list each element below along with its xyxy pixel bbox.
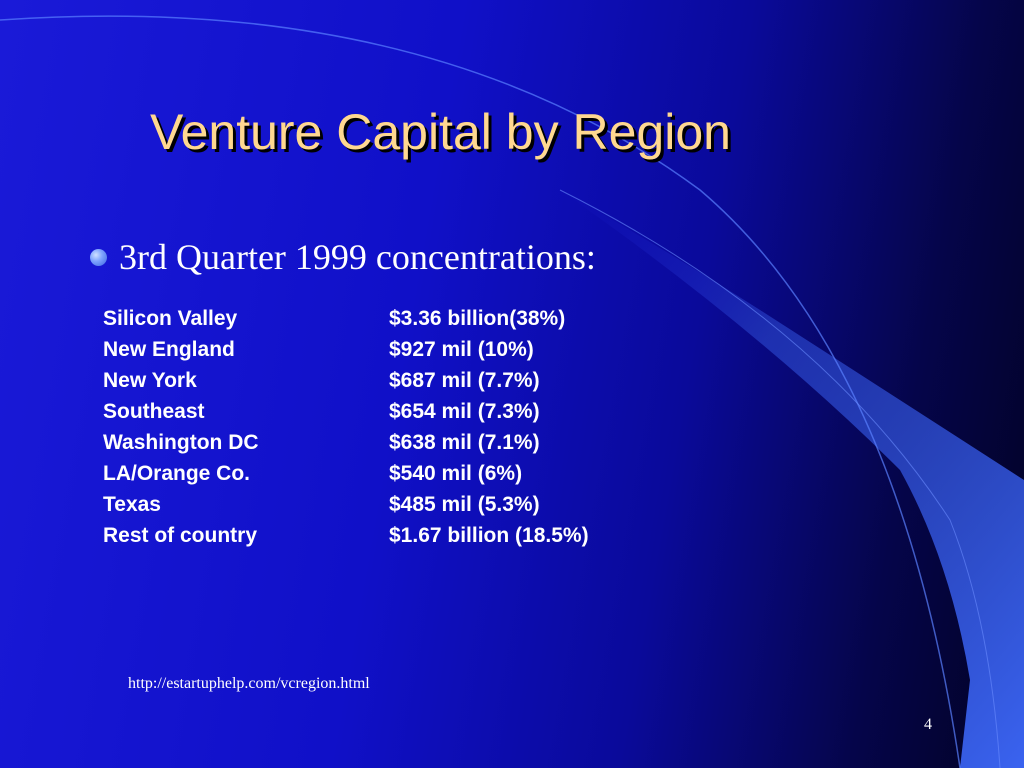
region-row: New England $927 mil (10%) — [103, 334, 589, 365]
page-number: 4 — [924, 716, 932, 733]
region-amount: $638 mil (7.1%) — [389, 431, 540, 454]
bullet-item: 3rd Quarter 1999 concentrations: — [90, 232, 596, 282]
region-name: Rest of country — [103, 524, 258, 547]
region-amount: $485 mil (5.3%) — [389, 493, 540, 516]
source-url: http://estartuphelp.com/vcregion.html — [128, 675, 370, 692]
swoosh-shape — [560, 190, 1024, 768]
bullet-dot-icon — [90, 248, 107, 266]
region-row: Southeast $654 mil (7.3%) — [103, 396, 589, 427]
bullet-text: 3rd Quarter 1999 concentrations: — [119, 237, 596, 277]
region-amount: $3.36 billion(38%) — [389, 307, 566, 330]
region-row: Washington DC $638 mil (7.1%) — [103, 427, 589, 458]
region-name: Washington DC — [103, 431, 259, 454]
region-amount: $687 mil (7.7%) — [389, 369, 540, 392]
region-row: Silicon Valley $3.36 billion(38%) — [103, 303, 589, 334]
region-row: Rest of country $1.67 billion (18.5%) — [103, 520, 589, 551]
swoosh-edge — [559, 189, 1001, 768]
region-name: Silicon Valley — [103, 307, 238, 330]
region-row: New York $687 mil (7.7%) — [103, 365, 589, 396]
region-name: Southeast — [103, 400, 205, 423]
region-amount: $654 mil (7.3%) — [389, 400, 540, 423]
region-amount: $540 mil (6%) — [389, 462, 523, 485]
region-name: New England — [103, 338, 235, 361]
region-table: Silicon Valley $3.36 billion(38%) New En… — [103, 303, 589, 551]
region-name: Texas — [103, 493, 161, 516]
region-name: LA/Orange Co. — [103, 462, 251, 485]
region-row: LA/Orange Co. $540 mil (6%) — [103, 458, 589, 489]
region-row: Texas $485 mil (5.3%) — [103, 489, 589, 520]
slide-title: Venture Capital by Region — [150, 104, 731, 160]
region-amount: $1.67 billion (18.5%) — [389, 524, 589, 547]
region-name: New York — [103, 369, 197, 392]
region-amount: $927 mil (10%) — [389, 338, 534, 361]
swoosh-arc — [0, 15, 961, 768]
